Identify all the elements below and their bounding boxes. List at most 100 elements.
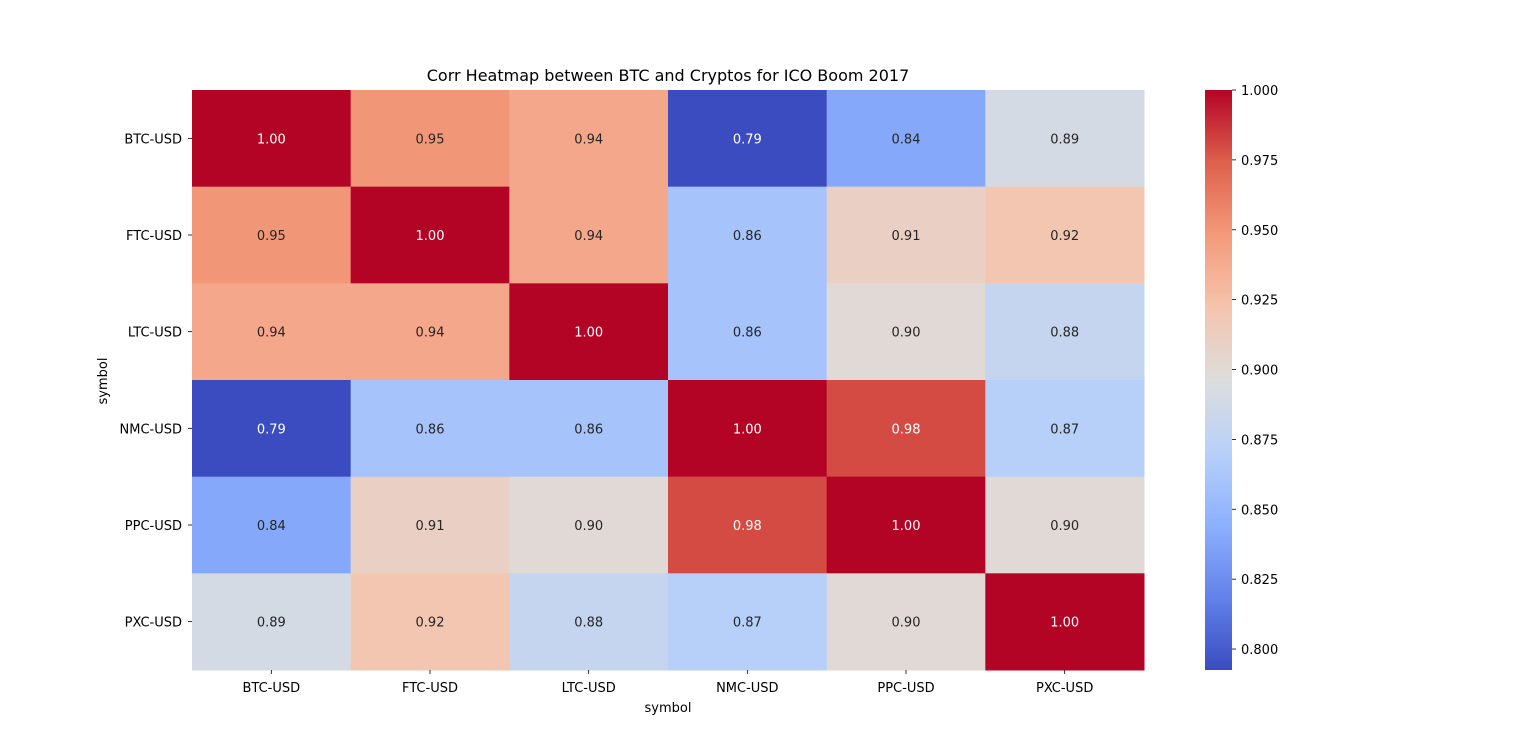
heatmap-cell (985, 380, 1145, 478)
cell-value-label: 0.98 (892, 422, 921, 437)
cell-value-label: 0.88 (1050, 326, 1079, 341)
colorbar: 0.800 0.825 0.850 0.875 0.900 0.925 0.950 0.975… (1205, 84, 1278, 670)
cell-value-label: 0.90 (1050, 519, 1079, 534)
cell-value-label: 0.98 (733, 519, 762, 534)
heatmap-cell (985, 90, 1145, 188)
cell-value-label: 0.95 (257, 229, 286, 244)
cell-value-label: 0.94 (416, 326, 445, 341)
heatmap-cell (192, 573, 352, 671)
cell-value-label: 1.00 (257, 132, 286, 147)
heatmap-cell (350, 476, 510, 574)
x-axis-ticks: BTC-USD FTC-USD LTC-USD NMC-USD PPC-USD PXC-U… (243, 670, 1093, 696)
cell-value-label: 0.90 (892, 326, 921, 341)
y-tick-label: LTC-USD (128, 326, 182, 341)
x-tick-label: PXC-USD (1036, 681, 1093, 696)
cell-value-label: 1.00 (892, 519, 921, 534)
heatmap-cell (985, 476, 1145, 574)
heatmap-cell (509, 90, 669, 188)
cell-value-label: 1.00 (416, 229, 445, 244)
cell-value-label: 0.91 (892, 229, 921, 244)
cell-value-label: 0.87 (733, 616, 762, 631)
heatmap-cell (985, 283, 1145, 381)
colorbar-tick-label: 0.800 (1241, 643, 1278, 658)
heatmap-cell (668, 476, 828, 574)
cell-value-label: 0.94 (257, 326, 286, 341)
colorbar-tick-label: 0.850 (1241, 503, 1278, 518)
heatmap-cell (509, 573, 669, 671)
cell-value-label: 1.00 (1050, 616, 1079, 631)
heatmap-cell (668, 380, 828, 478)
colorbar-tick-label: 0.900 (1241, 364, 1278, 379)
cell-value-label: 0.86 (733, 326, 762, 341)
heatmap-cell (668, 283, 828, 381)
heatmap-cell (985, 186, 1145, 284)
y-tick-label: BTC-USD (124, 132, 182, 147)
colorbar-gradient (1205, 90, 1232, 670)
cell-value-label: 0.86 (733, 229, 762, 244)
heatmap-cell (668, 186, 828, 284)
x-tick-label: BTC-USD (243, 681, 301, 696)
x-tick-label: FTC-USD (402, 681, 458, 696)
cell-value-label: 1.00 (574, 326, 603, 341)
heatmap-cell (509, 283, 669, 381)
heatmap-cell (192, 283, 352, 381)
heatmap-cell (826, 476, 986, 574)
y-tick-label: PXC-USD (125, 616, 182, 631)
y-axis-ticks: BTC-USD FTC-USD LTC-USD NMC-USD PPC-USD PXC-U… (120, 132, 192, 631)
heatmap-cell (350, 90, 510, 188)
cell-value-label: 0.88 (574, 616, 603, 631)
y-tick-label: NMC-USD (120, 422, 183, 437)
cell-value-label: 1.00 (733, 422, 762, 437)
heatmap-cell (350, 573, 510, 671)
heatmap-cell (350, 283, 510, 381)
heatmap-cell (509, 476, 669, 574)
cell-value-label: 0.92 (416, 616, 445, 631)
heatmap-cell (826, 573, 986, 671)
cell-value-label: 0.87 (1050, 422, 1079, 437)
colorbar-tick-label: 0.975 (1241, 154, 1278, 169)
heatmap-cell (192, 476, 352, 574)
cell-value-label: 0.94 (574, 229, 603, 244)
y-tick-label: PPC-USD (125, 519, 182, 534)
heatmap-cell (350, 380, 510, 478)
heatmap-cell (509, 380, 669, 478)
cell-value-label: 0.90 (892, 616, 921, 631)
y-tick-label: FTC-USD (126, 229, 182, 244)
heatmap-cell (985, 573, 1145, 671)
cell-value-label: 0.84 (257, 519, 286, 534)
cell-value-label: 0.89 (1050, 132, 1079, 147)
heatmap-cell (350, 186, 510, 284)
heatmap-cell (192, 186, 352, 284)
x-axis-label: symbol (645, 701, 692, 716)
heatmap-cell (192, 380, 352, 478)
cell-value-label: 0.95 (416, 132, 445, 147)
cell-value-label: 0.86 (416, 422, 445, 437)
colorbar-tick-label: 0.950 (1241, 224, 1278, 239)
colorbar-tick-label: 1.000 (1241, 84, 1278, 99)
y-axis-label: symbol (96, 358, 111, 405)
heatmap-cell (826, 380, 986, 478)
heatmap-cell (509, 186, 669, 284)
x-tick-label: PPC-USD (877, 681, 934, 696)
cell-value-label: 0.91 (416, 519, 445, 534)
cell-value-label: 0.89 (257, 616, 286, 631)
cell-value-label: 0.79 (257, 422, 286, 437)
cell-value-label: 0.86 (574, 422, 603, 437)
heatmap-cell (668, 573, 828, 671)
cell-value-label: 0.84 (892, 132, 921, 147)
cell-value-label: 0.90 (574, 519, 603, 534)
x-tick-label: NMC-USD (716, 681, 779, 696)
chart-title: Corr Heatmap between BTC and Cryptos for… (427, 66, 910, 85)
cell-value-label: 0.79 (733, 132, 762, 147)
heatmap-cell (826, 90, 986, 188)
colorbar-tick-label: 0.825 (1241, 573, 1278, 588)
heatmap-cell (826, 283, 986, 381)
colorbar-tick-label: 0.875 (1241, 433, 1278, 448)
heatmap-cell (826, 186, 986, 284)
heatmap-cells: 1.00 0.95 0.94 0.79 0.84 0.89 0.95 1.00 0.94 0.86… (192, 90, 1145, 671)
heatmap-cell (192, 90, 352, 188)
colorbar-tick-label: 0.925 (1241, 294, 1278, 309)
x-tick-label: LTC-USD (562, 681, 616, 696)
cell-value-label: 0.92 (1050, 229, 1079, 244)
